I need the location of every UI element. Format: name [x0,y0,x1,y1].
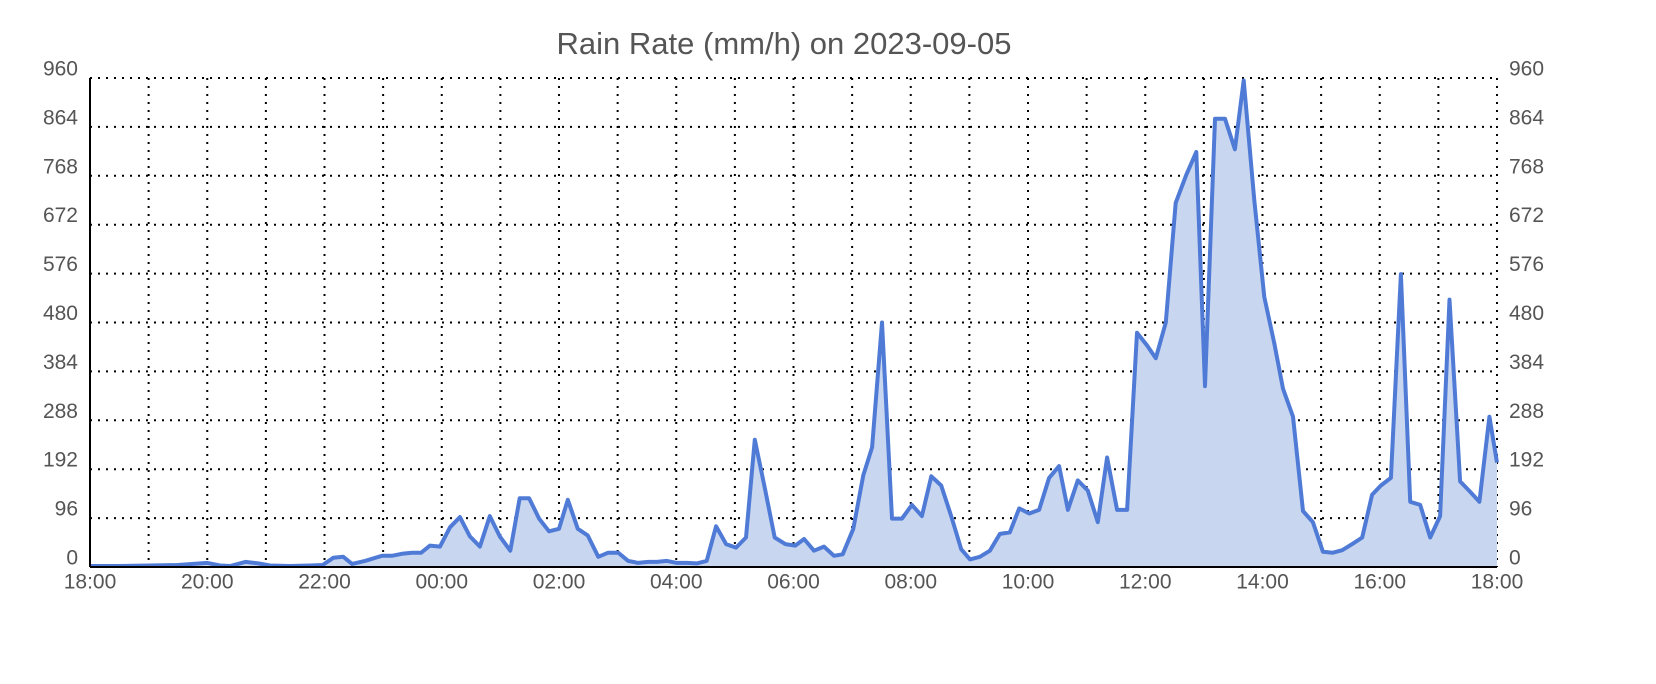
x-tick-label: 14:00 [1236,571,1289,594]
y-tick-label: 672 [43,204,78,227]
y2-tick-label: 192 [1509,449,1544,472]
x-tick-label: 18:00 [1471,571,1524,594]
y2-tick-label: 768 [1509,155,1544,178]
y-tick-label: 192 [43,449,78,472]
y2-tick-label: 672 [1509,204,1544,227]
y-tick-label: 0 [66,547,78,570]
y2-tick-label: 480 [1509,302,1544,325]
area [90,80,1497,567]
y2-tick-label: 288 [1509,400,1544,423]
x-tick-label: 12:00 [1119,571,1172,594]
y-tick-label: 480 [43,302,78,325]
y-tick-label: 960 [43,58,78,81]
x-tick-label: 08:00 [884,571,937,594]
line [90,78,1499,568]
y-tick-label: 288 [43,400,78,423]
x-tick-label: 00:00 [415,571,468,594]
x-tick-label: 20:00 [181,571,234,594]
x-tick-label: 04:00 [650,571,703,594]
y2-tick-label: 960 [1509,58,1544,81]
y-tick-label: 576 [43,253,78,276]
y2-tick-label: 96 [1509,498,1532,521]
x-tick-label: 16:00 [1353,571,1406,594]
y2-tick-label: 0 [1509,547,1521,570]
x-tick-label: 18:00 [64,571,117,594]
y2-tick-label: 576 [1509,253,1544,276]
y-tick-label: 864 [43,106,78,129]
x-tick-label: 10:00 [1002,571,1055,594]
x-tick-label: 02:00 [533,571,586,594]
y-tick-label: 384 [43,351,78,374]
y-tick-label: 768 [43,155,78,178]
x-tick-label: 06:00 [767,571,820,594]
x-tick-label: 22:00 [298,571,351,594]
y2-tick-label: 864 [1509,106,1544,129]
chart-title: Rain Rate (mm/h) on 2023-09-05 [557,26,1012,61]
y2-tick-label: 384 [1509,351,1544,374]
y-tick-label: 96 [55,498,78,521]
